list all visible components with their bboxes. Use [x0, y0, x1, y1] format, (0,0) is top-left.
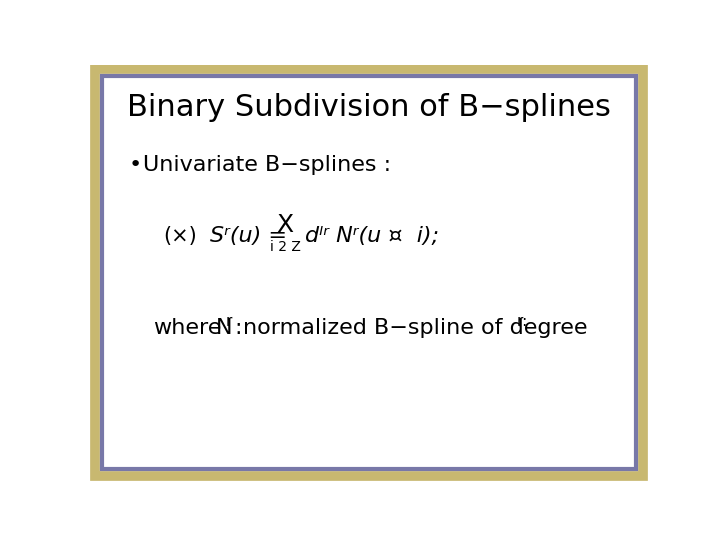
Text: X: X — [276, 213, 294, 237]
Text: Sʳ(u) =: Sʳ(u) = — [210, 226, 287, 246]
Text: normalized B−spline of degree: normalized B−spline of degree — [243, 318, 588, 338]
Text: i 2 Z: i 2 Z — [270, 240, 301, 254]
Text: r: r — [225, 314, 232, 329]
Text: :: : — [234, 318, 242, 338]
Text: Univariate B−splines :: Univariate B−splines : — [143, 155, 391, 175]
Text: (×): (×) — [163, 226, 197, 246]
Text: r:: r: — [516, 314, 528, 329]
Text: •: • — [129, 155, 142, 175]
Text: N: N — [215, 318, 232, 338]
Text: where: where — [153, 318, 222, 338]
Text: Binary Subdivision of B−splines: Binary Subdivision of B−splines — [127, 93, 611, 122]
Text: dᴵʳ Nʳ(u ¤  i);: dᴵʳ Nʳ(u ¤ i); — [305, 226, 439, 246]
